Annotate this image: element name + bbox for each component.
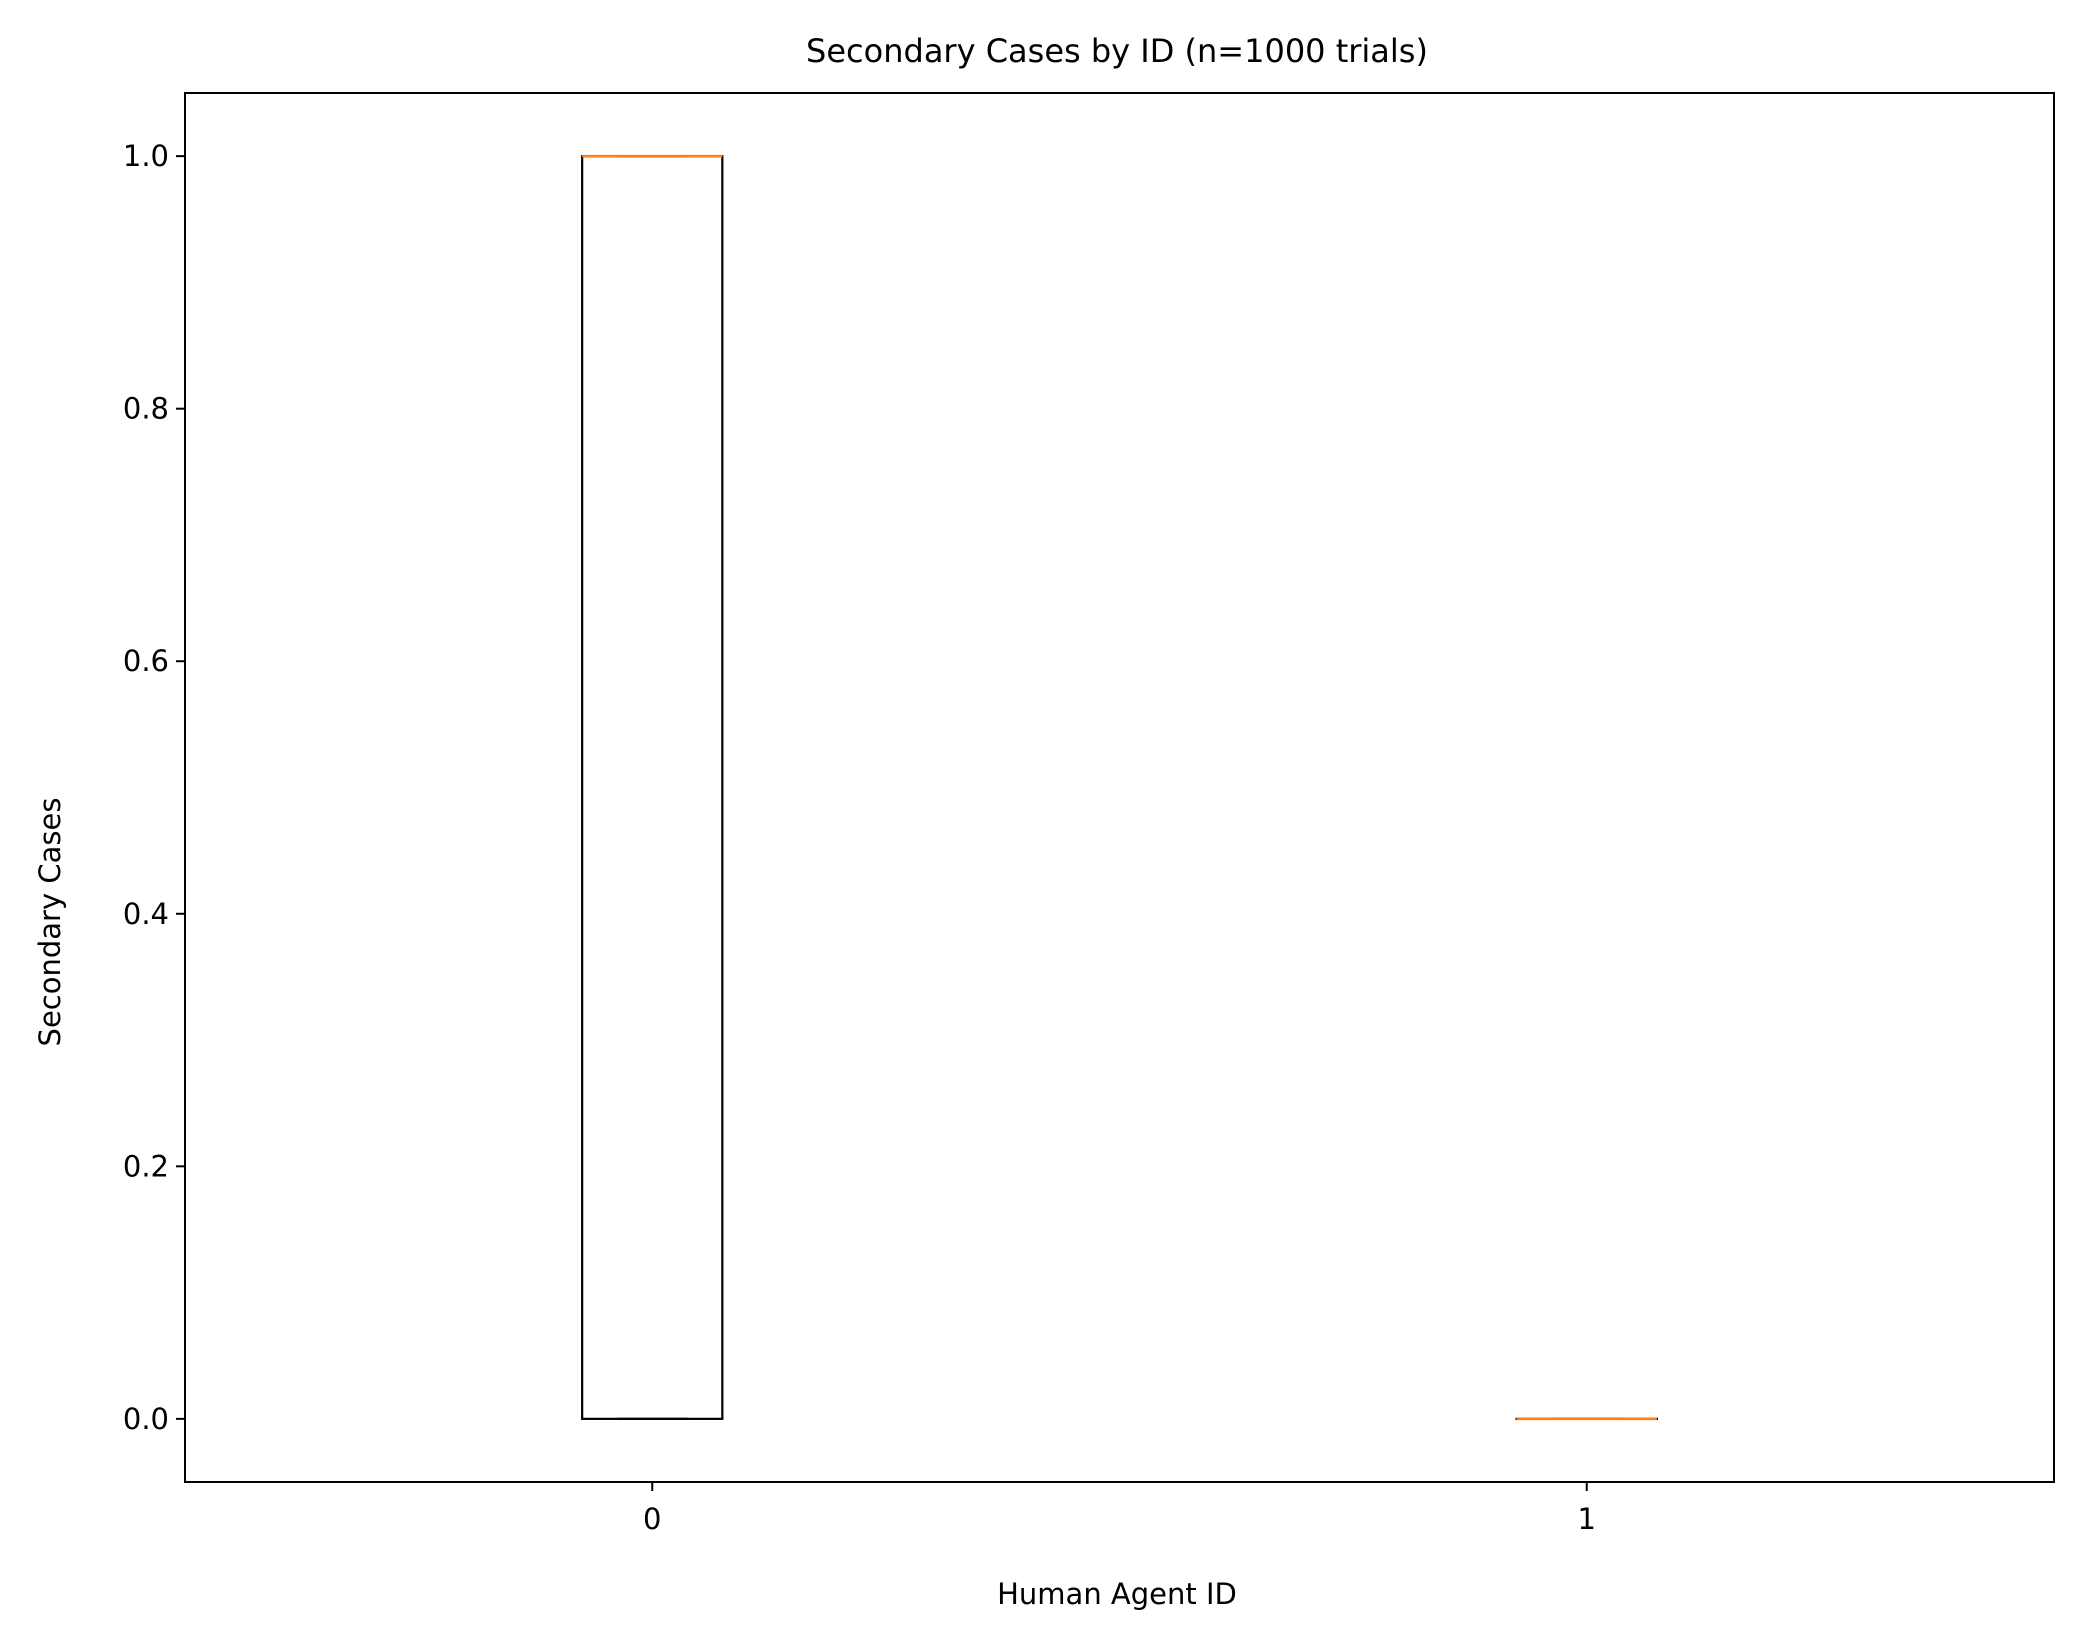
x-tick-label: 1 [1578,1502,1596,1536]
x-tick-label: 0 [643,1502,661,1536]
x-axis-label: Human Agent ID [997,1577,1237,1611]
y-tick-label: 0.4 [123,897,169,931]
y-tick-label: 0.2 [123,1149,169,1183]
y-tick-label: 0.8 [123,392,169,426]
y-axis-label: Secondary Cases [33,798,67,1047]
y-tick-label: 0.0 [123,1402,169,1436]
y-tick-label: 1.0 [123,139,169,173]
chart-title: Secondary Cases by ID (n=1000 trials) [806,32,1428,70]
y-tick-label: 0.6 [123,644,169,678]
